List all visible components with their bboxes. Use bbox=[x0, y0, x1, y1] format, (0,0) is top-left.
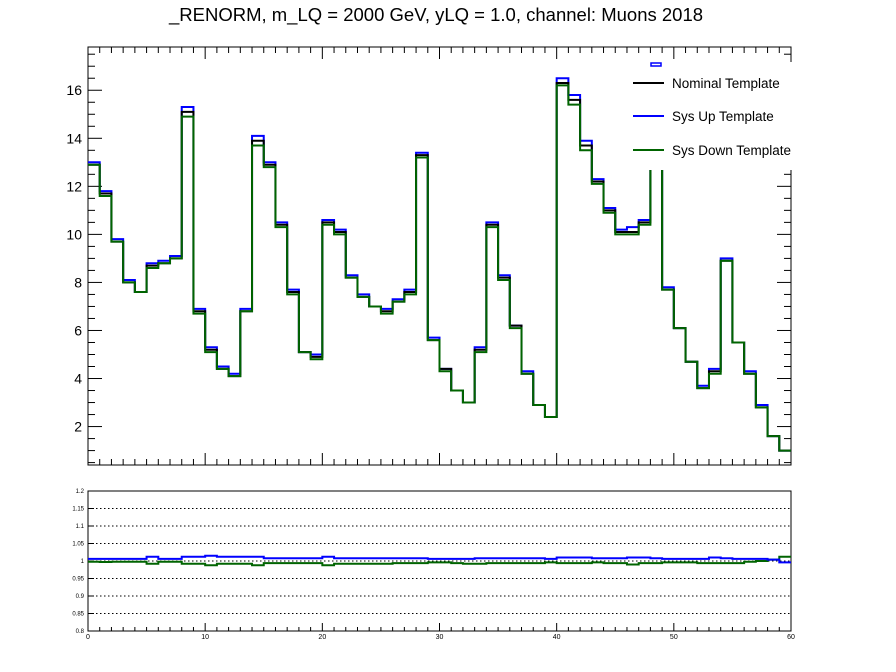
ratio-x-tick-label: 20 bbox=[318, 634, 326, 641]
main-y-tick-label: 12 bbox=[66, 178, 82, 194]
ratio-y-tick-label: 1.2 bbox=[76, 489, 85, 495]
ratio-y-tick-label: 1.15 bbox=[72, 507, 84, 513]
main-y-tick-label: 14 bbox=[66, 130, 82, 146]
main-y-tick-label: 8 bbox=[74, 274, 82, 290]
main-y-tick-label: 4 bbox=[74, 371, 82, 387]
ratio-x-tick-label: 40 bbox=[553, 634, 561, 641]
ratio-x-tick-label: 10 bbox=[201, 634, 209, 641]
series-down-step bbox=[88, 84, 791, 452]
legend-label-nominal: Nominal Template bbox=[672, 76, 780, 91]
ratio-x-tick-label: 30 bbox=[436, 634, 444, 641]
main-y-tick-label: 6 bbox=[74, 322, 82, 338]
legend-label-up: Sys Up Template bbox=[672, 109, 774, 124]
ratio-x-tick-label: 0 bbox=[86, 634, 90, 641]
legend-label-down: Sys Down Template bbox=[672, 143, 791, 158]
ratio-series-down-step bbox=[88, 555, 791, 567]
legend: Nominal Template Sys Up Template Sys Down … bbox=[618, 62, 796, 170]
main-y-tick-label: 2 bbox=[74, 419, 82, 435]
ratio-y-tick-label: 0.85 bbox=[72, 612, 84, 618]
ratio-y-tick-label: 1.1 bbox=[76, 524, 85, 530]
ratio-x-tick-label: 50 bbox=[670, 634, 678, 641]
ratio-y-tick-label: 0.95 bbox=[72, 577, 84, 583]
main-y-tick-label: 16 bbox=[66, 82, 82, 98]
ratio-series-up-step bbox=[88, 554, 791, 564]
legend-header-marker bbox=[650, 62, 662, 67]
ratio-y-tick-label: 0.9 bbox=[76, 594, 85, 600]
main-y-tick-label: 10 bbox=[66, 226, 82, 242]
ratio-y-tick-label: 1 bbox=[81, 559, 85, 565]
ratio-y-tick-label: 1.05 bbox=[72, 542, 84, 548]
page-title: _RENORM, m_LQ = 2000 GeV, yLQ = 1.0, cha… bbox=[168, 4, 704, 25]
ratio-x-tick-label: 60 bbox=[787, 634, 795, 641]
ratio-y-tick-label: 0.8 bbox=[76, 629, 85, 635]
